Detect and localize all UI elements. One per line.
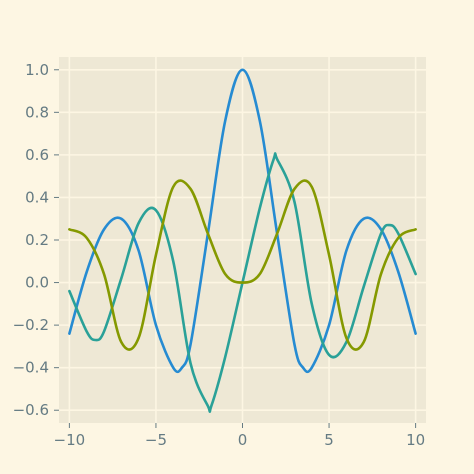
x-tick-label: −10	[54, 431, 86, 449]
series-lines	[68, 68, 417, 413]
x-tick-label: 0	[238, 431, 248, 449]
series-line-3	[68, 179, 417, 351]
grid-lines	[59, 57, 426, 423]
series-line-1	[68, 68, 417, 374]
x-axis-ticks: −10 −5 0 5 10	[54, 423, 425, 449]
x-tick-label: 10	[406, 431, 425, 449]
y-tick-label: −0.4	[13, 359, 49, 377]
y-tick-label: 0.2	[25, 231, 49, 249]
y-tick-label: 0.0	[25, 274, 49, 292]
y-tick-label: −0.2	[13, 316, 49, 334]
x-tick-label: 5	[324, 431, 334, 449]
y-tick-label: 1.0	[25, 61, 49, 79]
y-tick-label: −0.6	[13, 401, 49, 419]
y-tick-label: 0.4	[25, 188, 49, 206]
y-tick-label: 0.6	[25, 146, 49, 164]
y-axis-ticks: −0.6 −0.4 −0.2 0.0 0.2 0.4 0.6 0.8 1.0	[13, 61, 59, 419]
y-tick-label: 0.8	[25, 103, 49, 121]
x-tick-label: −5	[145, 431, 167, 449]
